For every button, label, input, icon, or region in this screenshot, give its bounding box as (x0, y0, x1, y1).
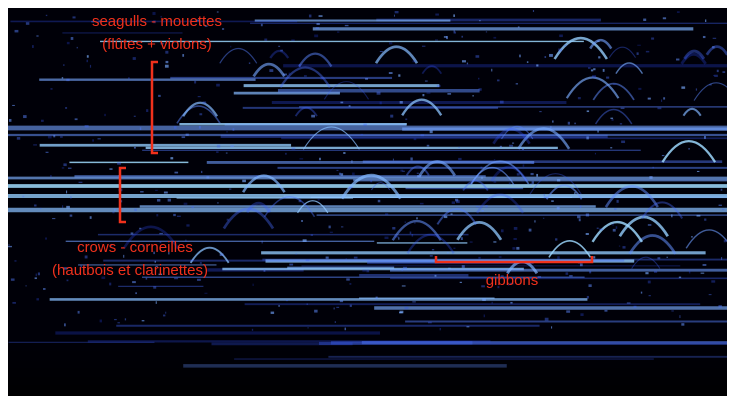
crows-sublabel: (hautbois et clarinettes) (52, 262, 208, 279)
seagulls-sublabel: (flûtes + violons) (102, 36, 212, 53)
crows-label: crows - corneilles (77, 239, 193, 256)
seagulls-label: seagulls - mouettes (92, 13, 222, 30)
gibbons-label: gibbons (486, 272, 539, 289)
spectrogram-figure: seagulls - mouettes (flûtes + violons) c… (0, 0, 730, 401)
spectrogram-shade (8, 8, 727, 396)
page: seagulls - mouettes (flûtes + violons) c… (0, 0, 730, 401)
